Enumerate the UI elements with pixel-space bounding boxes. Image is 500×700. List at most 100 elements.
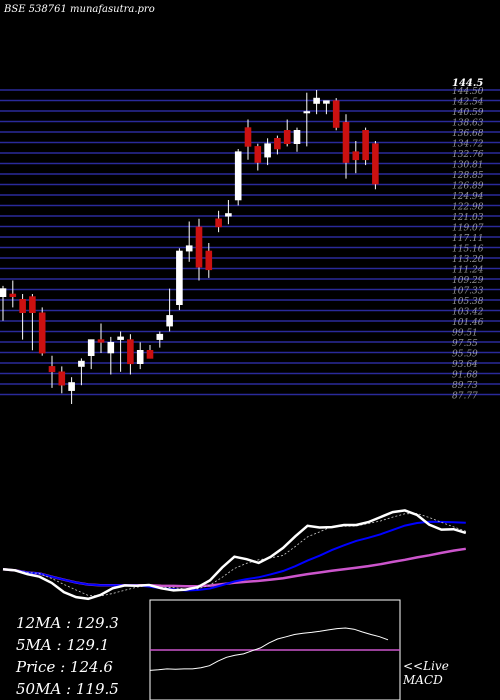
candle	[372, 141, 379, 190]
candle	[215, 210, 222, 233]
macd-label: MACD	[402, 673, 443, 687]
indicator-panel	[2, 509, 467, 601]
candle	[352, 141, 360, 174]
candle	[87, 339, 95, 370]
candle-body	[185, 245, 193, 252]
price-axis-tick: 87.77	[452, 392, 478, 402]
price-axis-tick: 117.11	[452, 234, 484, 244]
candle	[176, 248, 183, 311]
price-axis-tick: 99.51	[452, 329, 478, 339]
candle	[362, 127, 369, 166]
price-axis-tick: 115.16	[452, 245, 484, 255]
price-axis-tick: 113.20	[452, 255, 484, 265]
price-axis-tick: 109.29	[452, 276, 484, 286]
candle	[244, 119, 252, 160]
candle-body	[274, 138, 281, 150]
candle-body	[19, 298, 26, 313]
candle	[68, 377, 75, 404]
price-axis-tick: 124.94	[452, 192, 484, 202]
candle-body	[254, 146, 262, 163]
candle-body	[156, 333, 164, 340]
candle-body	[87, 339, 95, 357]
macd-live-label: <<Live	[403, 659, 449, 673]
price-axis-tick: 97.55	[452, 339, 478, 349]
candle-body	[97, 339, 105, 343]
price-axis-tick: 126.89	[452, 182, 484, 192]
candle-body	[29, 296, 36, 314]
price-axis-tick: 136.68	[452, 129, 484, 139]
candle	[29, 294, 36, 351]
price-axis-tick: 111.24	[452, 266, 484, 276]
candle-body	[225, 213, 232, 217]
price-axis-tick: 122.98	[452, 203, 484, 213]
candle	[97, 323, 105, 353]
candle	[19, 294, 26, 340]
candle-body	[264, 143, 271, 158]
price-axis-tick: 101.46	[452, 318, 484, 328]
candle-body	[303, 111, 311, 114]
candle-body	[332, 100, 340, 128]
candle-body	[195, 226, 203, 268]
candle	[107, 336, 115, 375]
price-gridlines	[0, 89, 500, 396]
ma-white-line	[2, 509, 467, 601]
candle	[323, 100, 330, 115]
candle	[264, 138, 271, 166]
candle-body	[244, 127, 252, 147]
candle-body	[146, 349, 154, 359]
candle	[0, 285, 7, 321]
candle-body	[323, 100, 330, 104]
candle-body	[293, 130, 301, 145]
price-axis-tick: 93.64	[452, 360, 478, 370]
candle	[254, 143, 262, 171]
candle	[185, 221, 193, 262]
candle	[313, 90, 320, 115]
stat-5ma: 5MA : 129.1	[16, 636, 109, 654]
price-axis-tick: 121.03	[452, 213, 484, 223]
price-axis-tick: 128.85	[452, 171, 484, 181]
candle	[127, 334, 134, 375]
candle	[303, 92, 311, 147]
price-axis-tick: 103.42	[452, 308, 484, 318]
candle-body	[9, 293, 17, 298]
candle	[342, 114, 350, 179]
candle	[78, 358, 85, 386]
candle	[283, 119, 291, 147]
candle-body	[372, 143, 379, 185]
price-axis-tick: 89.73	[452, 381, 478, 391]
candle-body	[68, 382, 75, 391]
price-axis-tick: 140.59	[452, 108, 484, 118]
price-axis-labels: 144.50142.54140.59138.63136.68134.72132.…	[452, 87, 484, 402]
price-axis-tick: 134.72	[452, 140, 484, 150]
price-axis-tick: 105.38	[452, 297, 484, 307]
candlesticks	[0, 90, 379, 404]
candle-body	[166, 315, 173, 327]
candle	[9, 280, 17, 308]
candle-body	[127, 339, 134, 365]
candle-body	[205, 250, 213, 271]
price-axis-tick: 95.59	[452, 350, 478, 360]
candle	[274, 135, 281, 155]
price-axis-tick: 142.54	[452, 98, 484, 108]
candle	[205, 243, 213, 278]
candle-body	[78, 360, 85, 367]
candle-body	[342, 121, 350, 163]
candle	[195, 218, 203, 281]
stats-block: 12MA : 129.3 5MA : 129.1 Price : 124.6 5…	[15, 614, 119, 698]
top-price-label: 144.5	[452, 78, 483, 89]
price-axis-tick: 132.76	[452, 150, 484, 160]
candle	[48, 355, 56, 388]
candle	[58, 366, 66, 394]
candle-body	[58, 371, 66, 386]
ma-dotted-line	[2, 513, 466, 597]
candle-body	[313, 97, 320, 104]
macd-line	[149, 627, 389, 671]
candle-body	[0, 288, 7, 298]
candle-body	[117, 336, 124, 340]
candle	[146, 345, 154, 359]
candle	[136, 342, 144, 370]
stat-price: Price : 124.6	[15, 658, 113, 676]
price-axis-tick: 138.63	[452, 119, 484, 129]
